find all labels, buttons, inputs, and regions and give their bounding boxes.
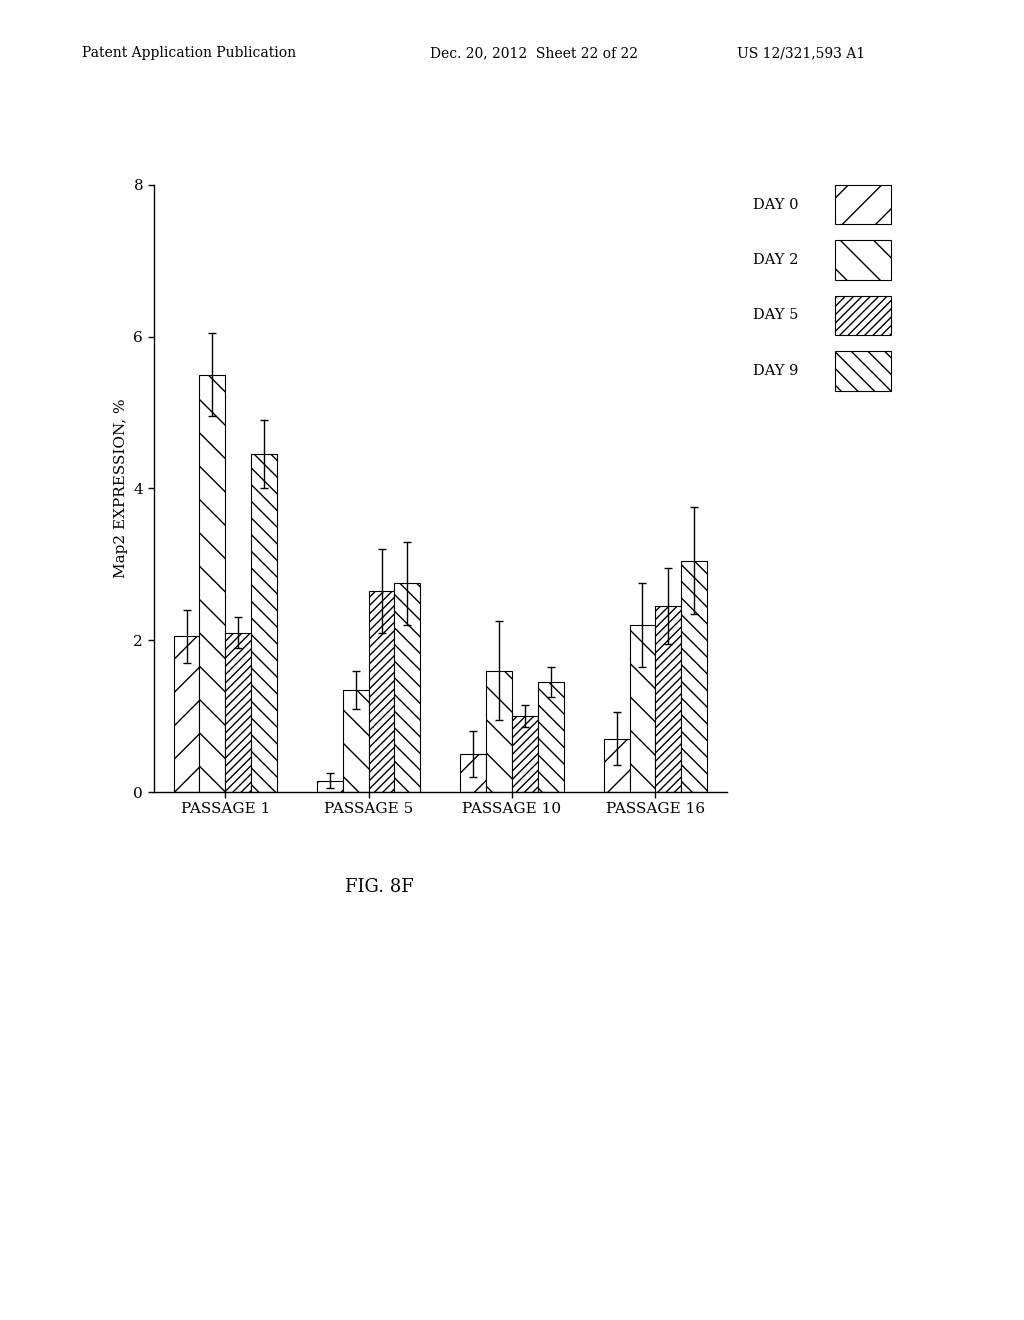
Y-axis label: Map2 EXPRESSION, %: Map2 EXPRESSION, % bbox=[114, 399, 128, 578]
Text: Dec. 20, 2012  Sheet 22 of 22: Dec. 20, 2012 Sheet 22 of 22 bbox=[430, 46, 638, 61]
Bar bbox=[317, 780, 343, 792]
Bar bbox=[461, 754, 486, 792]
Bar bbox=[655, 606, 681, 792]
Bar bbox=[486, 671, 512, 792]
Bar bbox=[630, 626, 655, 792]
Bar bbox=[604, 739, 630, 792]
Text: DAY 5: DAY 5 bbox=[753, 309, 798, 322]
Bar bbox=[200, 375, 225, 792]
Bar bbox=[538, 682, 563, 792]
Bar bbox=[681, 561, 707, 792]
Bar bbox=[225, 632, 251, 792]
Text: FIG. 8F: FIG. 8F bbox=[344, 878, 414, 896]
Text: DAY 0: DAY 0 bbox=[753, 198, 798, 211]
Bar bbox=[251, 454, 276, 792]
Text: DAY 2: DAY 2 bbox=[753, 253, 798, 267]
Text: US 12/321,593 A1: US 12/321,593 A1 bbox=[737, 46, 865, 61]
Bar bbox=[369, 591, 394, 792]
Text: DAY 9: DAY 9 bbox=[753, 364, 798, 378]
Bar bbox=[394, 583, 420, 792]
Text: Patent Application Publication: Patent Application Publication bbox=[82, 46, 296, 61]
Bar bbox=[343, 689, 369, 792]
Bar bbox=[512, 715, 538, 792]
Bar bbox=[174, 636, 200, 792]
